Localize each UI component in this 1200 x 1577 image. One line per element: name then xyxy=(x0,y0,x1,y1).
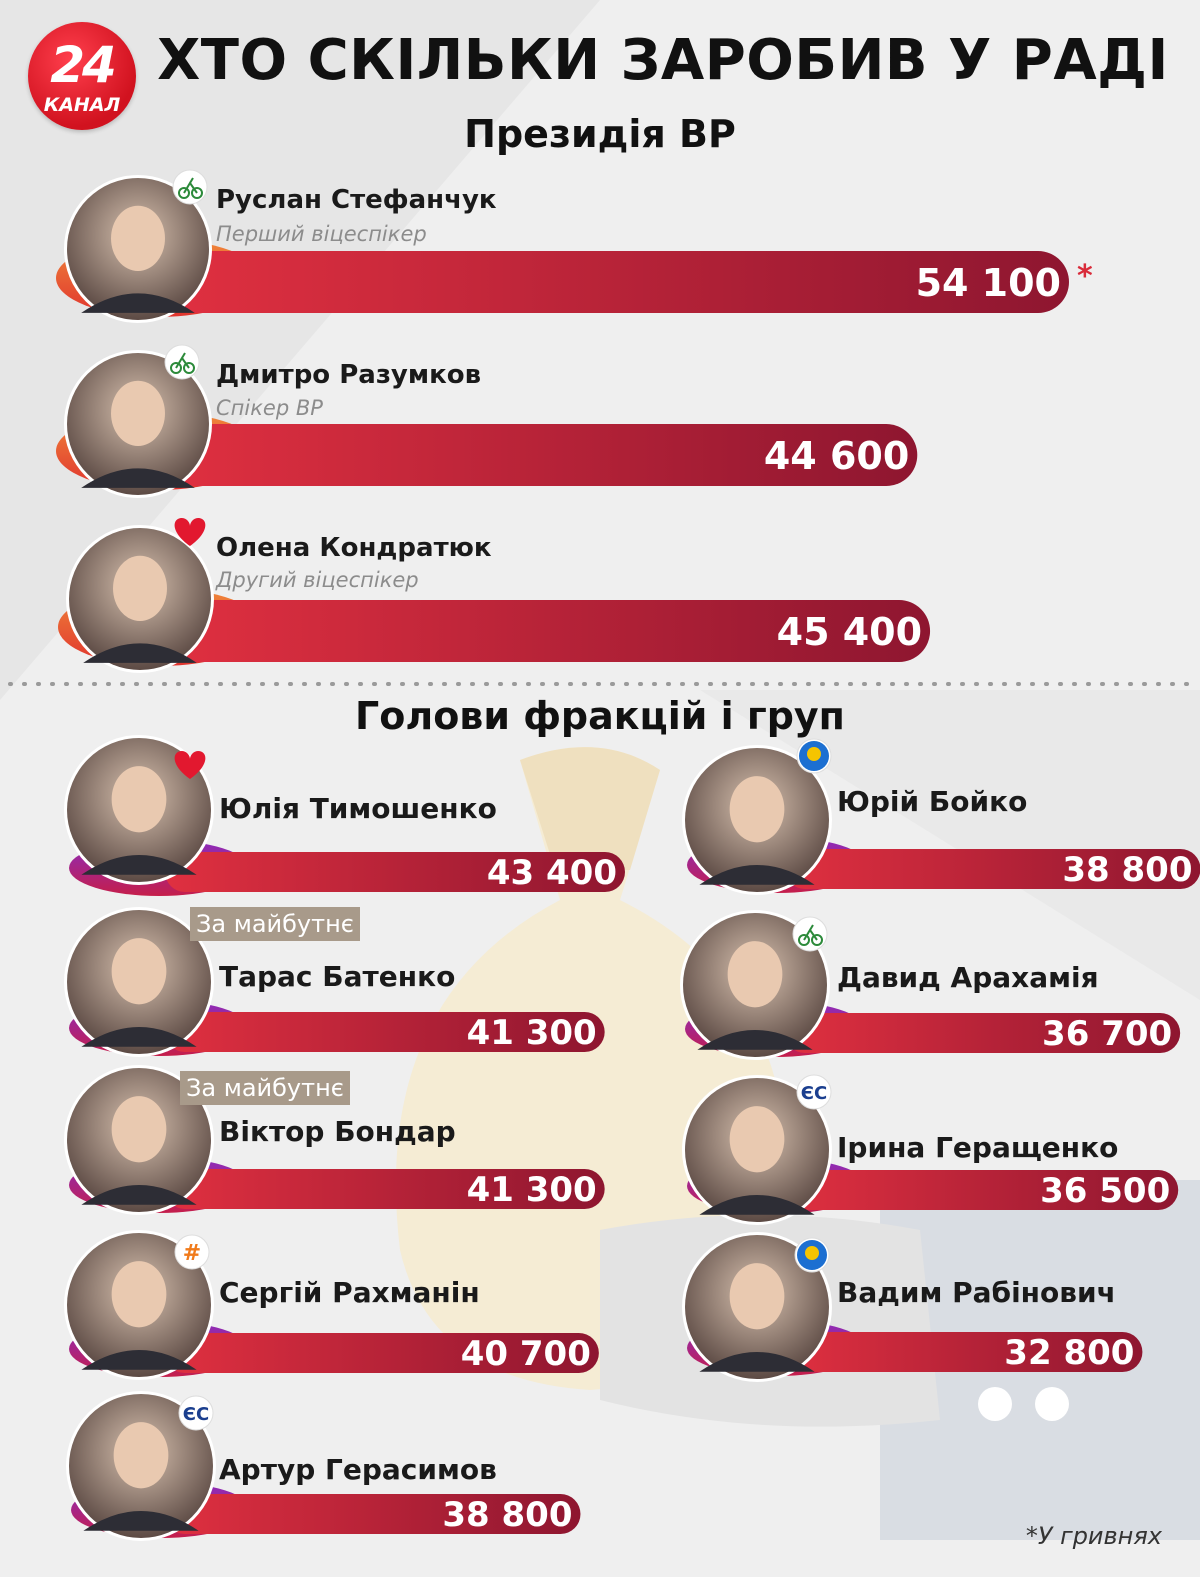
value-bar xyxy=(165,852,625,892)
person-role: Другий віцеспікер xyxy=(216,568,419,592)
salary-value: 32 800 xyxy=(1004,1333,1135,1373)
salary-value: 43 400 xyxy=(486,853,617,893)
portrait-shoulders xyxy=(81,855,197,875)
servant-of-the-people-icon xyxy=(178,187,190,199)
portrait-shoulders xyxy=(81,1027,197,1047)
value-bar xyxy=(165,251,1069,313)
salary-value: 40 700 xyxy=(460,1334,591,1374)
portrait-face xyxy=(113,1422,169,1489)
salary-value: 41 300 xyxy=(466,1013,597,1053)
logo-text: КАНАЛ xyxy=(43,94,121,116)
person-name: Тарас Батенко xyxy=(219,960,456,993)
logo-number: 24 xyxy=(50,36,117,94)
servant-of-the-people-icon-frame xyxy=(183,177,198,194)
person-name: Юлія Тимошенко xyxy=(219,792,497,825)
channel-24-logo: 24 КАНАЛ xyxy=(28,22,136,130)
person-name: Олена Кондратюк xyxy=(216,533,492,563)
person-role: Спікер ВР xyxy=(216,396,323,420)
salary-value: 41 300 xyxy=(466,1170,597,1210)
holos-icon-badge xyxy=(174,1234,210,1270)
value-bar xyxy=(165,424,918,486)
portrait-shoulders xyxy=(699,1195,815,1215)
person-name: Вадим Рабінович xyxy=(837,1276,1116,1309)
portrait-face xyxy=(729,776,785,843)
portrait-shoulders xyxy=(699,865,815,885)
european-solidarity-icon: ЄС xyxy=(801,1083,827,1104)
person-name: Віктор Бондар xyxy=(219,1115,456,1148)
opzzh-icon-sun xyxy=(807,747,821,761)
portrait-face xyxy=(111,938,167,1005)
portrait-shoulders xyxy=(81,468,195,488)
person-name: Ірина Геращенко xyxy=(837,1131,1119,1164)
servant-of-the-people-icon-frame xyxy=(803,924,818,941)
salary-value: 44 600 xyxy=(763,434,910,478)
holos-icon: # xyxy=(183,1241,201,1266)
european-solidarity-icon-badge xyxy=(796,1074,832,1110)
servant-of-the-people-icon-badge xyxy=(792,916,828,952)
value-bar xyxy=(785,1332,1143,1372)
salary-value: 38 800 xyxy=(442,1495,573,1535)
salary-value: 54 100 xyxy=(915,261,1061,305)
salary-value: 36 700 xyxy=(1042,1014,1173,1054)
value-bar xyxy=(785,1170,1179,1210)
section-title-factions: Голови фракцій і груп xyxy=(355,694,845,738)
value-bar xyxy=(165,1169,605,1209)
servant-of-the-people-icon-frame xyxy=(175,352,190,369)
servant-of-the-people-icon-badge xyxy=(164,344,200,380)
portrait-shoulders xyxy=(697,1030,813,1050)
value-bar xyxy=(165,1333,599,1373)
servant-of-the-people-icon xyxy=(798,934,810,946)
batkivshchyna-heart-icon xyxy=(174,751,206,779)
page-title: ХТО СКІЛЬКИ ЗАРОБИВ У РАДІ xyxy=(157,28,1169,93)
portrait-face xyxy=(111,1096,167,1163)
portrait-face xyxy=(727,941,783,1008)
value-bar xyxy=(165,1012,605,1052)
footnote-currency: *У гривнях xyxy=(1025,1522,1162,1550)
portrait-face xyxy=(113,555,167,622)
value-bar xyxy=(785,1013,1181,1053)
portrait-face xyxy=(729,1263,785,1330)
value-bar xyxy=(165,600,931,662)
person-name: Юрій Бойко xyxy=(837,785,1028,818)
person-name: Руслан Стефанчук xyxy=(216,185,497,215)
chart-rows: # ЄС ЄС xyxy=(56,169,1200,1541)
portrait-face xyxy=(729,1106,785,1173)
person-name: Давид Арахамія xyxy=(837,961,1099,994)
portrait-shoulders xyxy=(83,1511,199,1531)
person-name: Артур Герасимов xyxy=(219,1453,497,1486)
portrait-shoulders xyxy=(81,293,195,313)
portrait-shoulders xyxy=(699,1352,815,1372)
person-name: Дмитро Разумков xyxy=(216,360,482,390)
salary-value: 45 400 xyxy=(776,610,923,654)
portrait-shoulders xyxy=(83,643,197,663)
party-label: За майбутнє xyxy=(180,1071,350,1105)
salary-value: 36 500 xyxy=(1040,1171,1171,1211)
european-solidarity-icon-badge xyxy=(178,1395,214,1431)
portrait-face xyxy=(111,1261,167,1328)
portrait-face xyxy=(111,766,167,833)
servant-of-the-people-icon-wheel xyxy=(183,362,195,374)
section-title-presidium: Президія ВР xyxy=(464,112,736,156)
batkivshchyna-heart-icon xyxy=(174,518,206,546)
european-solidarity-icon: ЄС xyxy=(183,1404,209,1425)
value-bar xyxy=(165,1494,581,1534)
opzzh-icon-sun xyxy=(805,1246,819,1260)
background-decoration xyxy=(395,747,1200,1540)
person-name: Сергій Рахманін xyxy=(219,1276,480,1309)
portrait-face xyxy=(111,205,165,272)
footnote-marker: * xyxy=(1077,259,1093,294)
servant-of-the-people-icon-wheel xyxy=(191,187,203,199)
party-label: За майбутнє xyxy=(190,907,360,941)
servant-of-the-people-icon xyxy=(170,362,182,374)
portrait-shoulders xyxy=(81,1350,197,1370)
person-role: Перший віцеспікер xyxy=(216,222,427,246)
servant-of-the-people-icon-wheel xyxy=(811,934,823,946)
servant-of-the-people-icon-badge xyxy=(172,169,208,205)
value-bar xyxy=(785,849,1200,889)
portrait-face xyxy=(111,380,165,447)
salary-value: 38 800 xyxy=(1062,850,1193,890)
portrait-shoulders xyxy=(81,1185,197,1205)
